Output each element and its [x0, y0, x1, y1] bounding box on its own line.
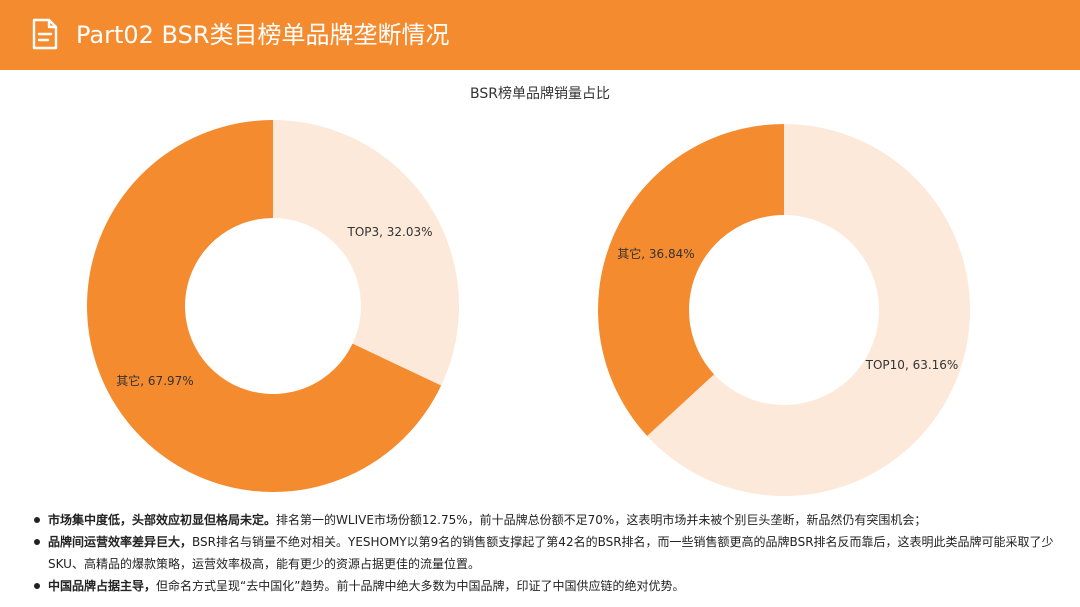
donut-1-label-其它: 其它, 36.84% [617, 246, 694, 261]
note-bold: 中国品牌占据主导， [48, 579, 157, 593]
chart-title: BSR榜单品牌销量占比 [470, 86, 610, 102]
note-item: 品牌间运营效率差异巨大，BSR排名与销量不绝对相关。YESHOMY以第9名的销售… [34, 531, 1064, 575]
donut-0-slice-TOP3 [273, 120, 459, 386]
note-item: 中国品牌占据主导，但命名方式呈现“去中国化”趋势。前十品牌中绝大多数为中国品牌，… [34, 575, 1064, 597]
donut-0-label-TOP3: TOP3, 32.03% [346, 225, 432, 239]
note-text: BSR排名与销量不绝对相关。YESHOMY以第9名的销售额支撑起了第42名的BS… [48, 535, 1054, 571]
donut-1-label-TOP10: TOP10, 63.16% [865, 358, 959, 372]
page-title: Part02 BSR类目榜单品牌垄断情况 [76, 21, 450, 49]
document-icon [32, 18, 58, 50]
donut-charts: TOP3, 32.03% 其它, 67.97% TOP10, 63.16% 其它, 3… [87, 120, 970, 497]
note-text: 但命名方式呈现“去中国化”趋势。前十品牌中绝大多数为中国品牌，印证了中国供应链的… [156, 579, 685, 593]
donut-0-label-其它: 其它, 67.97% [116, 373, 193, 388]
note-bold: 品牌间运营效率差异巨大， [48, 535, 193, 549]
note-item: 市场集中度低，头部效应初显但格局未定。排名第一的WLIVE市场份额12.75%，… [34, 509, 1064, 531]
note-bold: 市场集中度低，头部效应初显但格局未定。 [48, 513, 277, 527]
analysis-notes: 市场集中度低，头部效应初显但格局未定。排名第一的WLIVE市场份额12.75%，… [34, 509, 1064, 597]
donut-1-slice-其它 [598, 124, 784, 436]
header-bar: Part02 BSR类目榜单品牌垄断情况 [0, 0, 1080, 70]
note-text: 排名第一的WLIVE市场份额12.75%，前十品牌总份额不足70%，这表明市场并… [276, 513, 927, 527]
donut-0-slice-其它 [87, 120, 442, 493]
donut-1-slice-TOP10 [647, 124, 970, 497]
